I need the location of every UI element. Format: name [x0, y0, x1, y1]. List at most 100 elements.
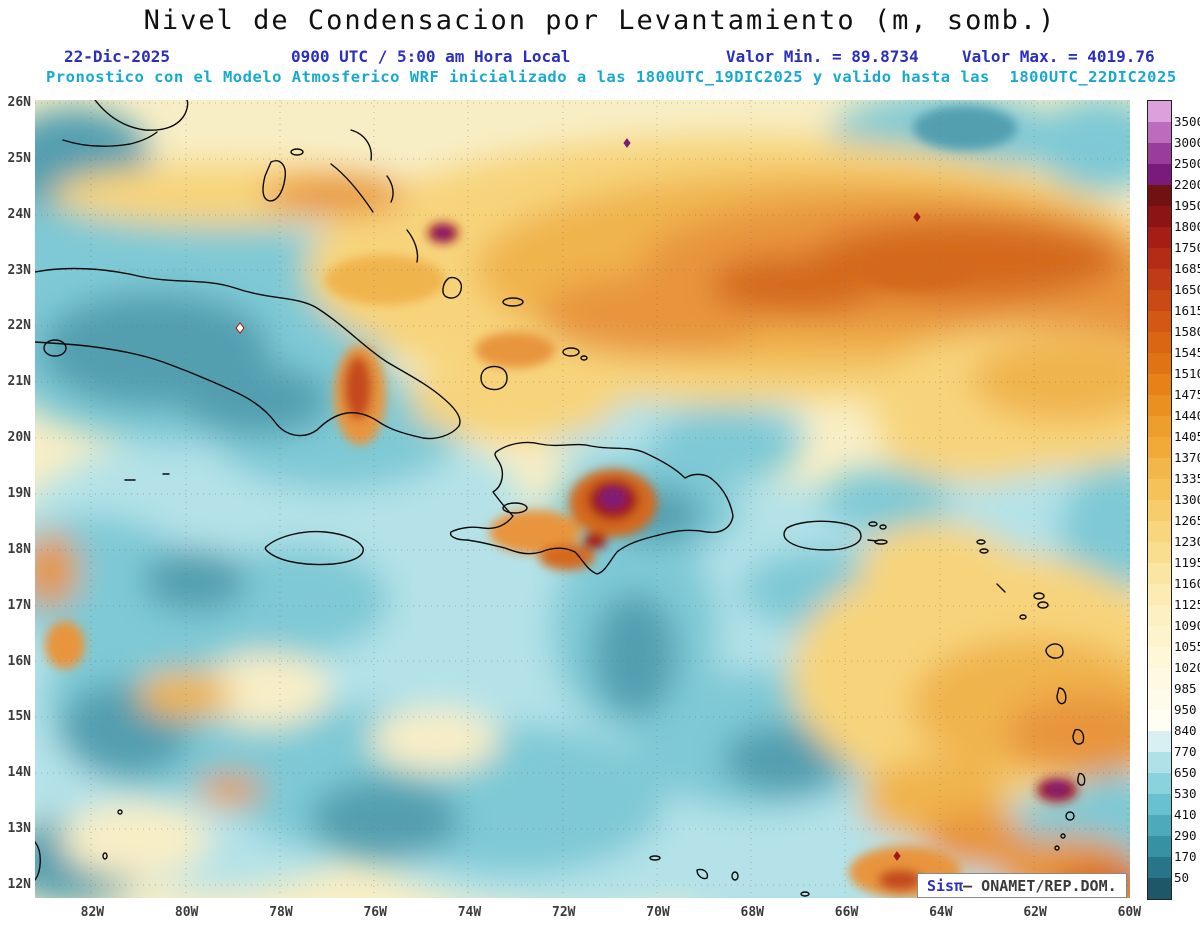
colorbar-label: 3500	[1174, 114, 1200, 129]
colorbar-label: 1580	[1174, 324, 1200, 339]
lat-tick-label: 12N	[7, 876, 31, 892]
colorbar-label: 1440	[1174, 408, 1200, 423]
colorbar-segment	[1148, 332, 1171, 353]
colorbar-segment	[1148, 752, 1171, 773]
lat-tick-label: 21N	[7, 374, 31, 390]
colorbar-segment	[1148, 521, 1171, 542]
lon-tick-label: 66W	[834, 905, 859, 920]
colorbar-label: 530	[1174, 786, 1197, 801]
colorbar-label: 1800	[1174, 219, 1200, 234]
lon-tick-label: 64W	[929, 905, 953, 920]
colorbar-label: 1195	[1174, 555, 1200, 570]
colorbar-segment	[1148, 458, 1171, 479]
colorbar-segment	[1148, 353, 1171, 374]
coastline-layer	[35, 100, 1086, 897]
lat-tick-label: 16N	[7, 653, 31, 669]
spot-marker-diamond	[913, 212, 921, 222]
colorbar-label: 1020	[1174, 660, 1200, 675]
colorbar-label: 1650	[1174, 282, 1200, 297]
colorbar-segment	[1148, 647, 1171, 668]
colorbar-segment	[1148, 542, 1171, 563]
colorbar-label: 985	[1174, 681, 1197, 696]
colorbar-label: 1405	[1174, 429, 1200, 444]
lat-tick-label: 24N	[7, 206, 31, 222]
value-max-label: Valor Max. = 4019.76	[962, 47, 1155, 66]
marker-layer	[235, 138, 921, 861]
colorbar-segment	[1148, 479, 1171, 500]
lon-tick-label: 74W	[457, 905, 482, 920]
colorbar	[1147, 100, 1172, 900]
spot-marker-diamond-2	[893, 851, 901, 861]
colorbar-segment	[1148, 584, 1171, 605]
page-title: Nivel de Condensacion por Levantamiento …	[143, 5, 1057, 36]
colorbar-label: 2200	[1174, 177, 1200, 192]
lat-tick-label: 18N	[7, 541, 31, 557]
colorbar-label: 2500	[1174, 156, 1200, 171]
colorbar-segment	[1148, 437, 1171, 458]
lon-tick-label: 82W	[80, 905, 105, 920]
attribution-brand: Sisπ	[927, 876, 964, 895]
colorbar-segment	[1148, 878, 1171, 899]
lat-tick-label: 15N	[7, 709, 31, 725]
lon-tick-label: 60W	[1117, 905, 1142, 920]
colorbar-label: 950	[1174, 702, 1197, 717]
colorbar-segment	[1148, 395, 1171, 416]
lon-tick-label: 80W	[174, 905, 199, 920]
colorbar-segment	[1148, 143, 1171, 164]
colorbar-label: 1685	[1174, 261, 1200, 276]
lat-tick-label: 17N	[7, 597, 31, 613]
colorbar-segment	[1148, 689, 1171, 710]
colorbar-label: 1950	[1174, 198, 1200, 213]
colorbar-label: 650	[1174, 765, 1197, 780]
map-area	[35, 100, 1130, 898]
colorbar-segment	[1148, 668, 1171, 689]
colorbar-segment	[1148, 185, 1171, 206]
colorbar-segment	[1148, 311, 1171, 332]
colorbar-segment	[1148, 626, 1171, 647]
colorbar-label: 1615	[1174, 303, 1200, 318]
colorbar-label: 170	[1174, 849, 1197, 864]
colorbar-segment	[1148, 206, 1171, 227]
model-info-line: Pronostico con el Modelo Atmosferico WRF…	[46, 68, 1177, 86]
value-min-label: Valor Min. = 89.8734	[726, 47, 919, 66]
attribution-box: Sisπ — ONAMET/REP.DOM.	[917, 873, 1127, 898]
colorbar-segment	[1148, 500, 1171, 521]
colorbar-segment	[1148, 836, 1171, 857]
lon-tick-label: 76W	[363, 905, 387, 920]
lat-tick-label: 22N	[7, 318, 31, 334]
colorbar-label: 1545	[1174, 345, 1200, 360]
forecast-date: 22-Dic-2025	[64, 47, 170, 66]
colorbar-label: 1090	[1174, 618, 1200, 633]
lat-tick-label: 14N	[7, 765, 31, 781]
station-marker-diamond	[235, 322, 245, 334]
lat-tick-label: 13N	[7, 821, 31, 837]
colorbar-label: 1160	[1174, 576, 1200, 591]
colorbar-label: 1510	[1174, 366, 1200, 381]
lon-tick-label: 68W	[740, 905, 765, 920]
colorbar-segment	[1148, 605, 1171, 626]
lon-tick-label: 72W	[552, 905, 576, 920]
colorbar-label: 1370	[1174, 450, 1200, 465]
lon-tick-label: 78W	[269, 905, 293, 920]
forecast-hour: 0900 UTC / 5:00 am Hora Local	[291, 47, 571, 66]
colorbar-segment	[1148, 794, 1171, 815]
colorbar-label: 1125	[1174, 597, 1200, 612]
lat-tick-label: 26N	[7, 95, 31, 110]
colorbar-label: 1335	[1174, 471, 1200, 486]
attribution-text: — ONAMET/REP.DOM.	[963, 876, 1117, 895]
colorbar-segment	[1148, 857, 1171, 878]
colorbar-label: 1055	[1174, 639, 1200, 654]
colorbar-label: 50	[1174, 870, 1190, 885]
colorbar-label: 3000	[1174, 135, 1200, 150]
colorbar-segment	[1148, 248, 1171, 269]
colorbar-segment	[1148, 374, 1171, 395]
colorbar-segment	[1148, 227, 1171, 248]
colorbar-segment	[1148, 416, 1171, 437]
colorbar-segment	[1148, 122, 1171, 143]
lat-tick-label: 20N	[7, 430, 31, 446]
colorbar-label: 840	[1174, 723, 1197, 738]
extrema-marker-diamond	[623, 138, 631, 148]
lat-tick-label: 25N	[7, 150, 31, 166]
lat-tick-label: 23N	[7, 262, 31, 278]
